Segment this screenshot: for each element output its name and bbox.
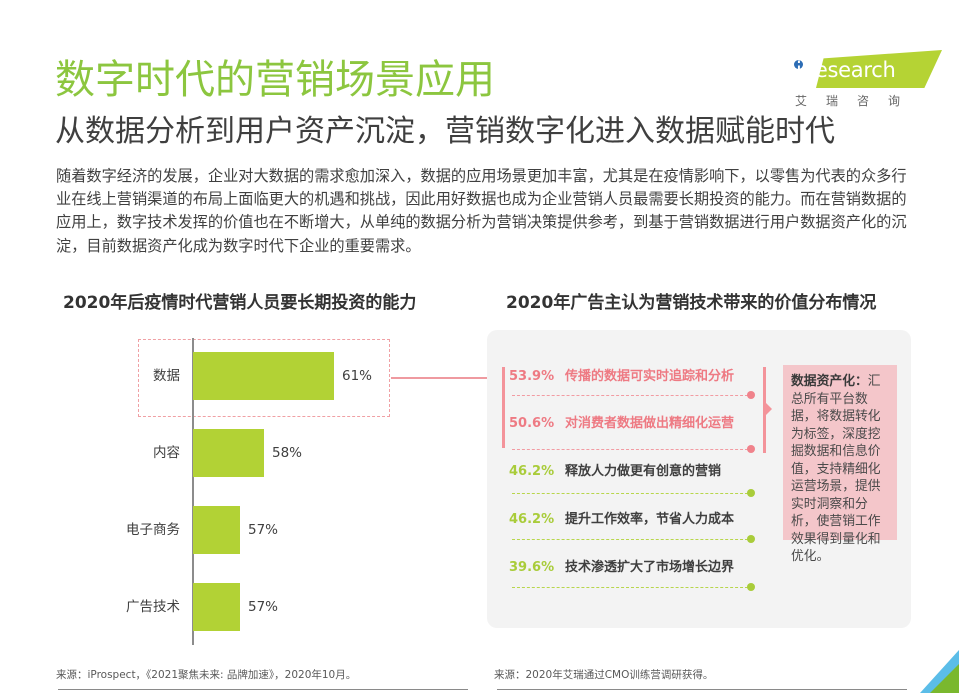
value-pct: 46.2% [509, 512, 555, 527]
dashed-separator [512, 539, 748, 540]
bar-row-adtech: 广告技术 57% [0, 582, 480, 632]
dot-icon [747, 445, 755, 453]
footer-rule [58, 689, 468, 690]
dot-icon [747, 391, 755, 399]
bar-chart-axis [192, 338, 194, 645]
footer-rule [497, 689, 907, 690]
bar-label: 广告技术 [126, 599, 180, 615]
value-pct: 46.2% [509, 464, 555, 479]
dot-icon [747, 489, 755, 497]
bar-value: 58% [272, 445, 303, 461]
value-pct: 50.6% [509, 416, 555, 431]
iresearch-logo: iResearch 艾瑞咨询 [790, 48, 942, 108]
value-item: 46.2% 释放人力做更有创意的营销 [509, 462, 769, 486]
callout-heading: 数据资产化： [791, 374, 868, 389]
page-title: 数字时代的营销场景应用 [55, 57, 495, 103]
dashed-separator [512, 493, 748, 494]
logo-subtitle: 艾瑞咨询 [795, 94, 920, 108]
value-item: 53.9% 传播的数据可实时追踪和分析 [509, 367, 769, 391]
value-pct: 53.9% [509, 369, 555, 384]
logo-dot-icon [794, 60, 803, 69]
value-item: 39.6% 技术渗透扩大了市场增长边界 [509, 558, 769, 582]
value-text: 传播的数据可实时追踪和分析 [565, 369, 735, 384]
value-text: 释放人力做更有创意的营销 [565, 464, 722, 479]
value-item: 50.6% 对消费者数据做出精细化运营 [509, 414, 769, 438]
highlight-dashed-box [138, 339, 390, 417]
callout-bracket [763, 367, 766, 453]
dot-icon [747, 535, 755, 543]
bar [193, 352, 334, 400]
connector-arrow-line [391, 377, 491, 379]
page-subtitle: 从数据分析到用户资产沉淀，营销数字化进入数据赋能时代 [55, 114, 835, 149]
bar-label: 内容 [153, 445, 180, 461]
value-text: 对消费者数据做出精细化运营 [565, 416, 735, 431]
value-text: 技术渗透扩大了市场增长边界 [565, 560, 735, 575]
dashed-separator [512, 587, 748, 588]
dashed-separator [512, 449, 748, 450]
bar [193, 583, 240, 631]
bar-row-data: 数据 61% [0, 351, 480, 401]
right-chart-title: 2020年广告主认为营销技术带来的价值分布情况 [506, 293, 877, 313]
bar-label: 电子商务 [126, 522, 180, 538]
value-item: 46.2% 提升工作效率，节省人力成本 [509, 510, 769, 534]
bar [193, 506, 240, 554]
intro-paragraph: 随着数字经济的发展，企业对大数据的需求愈加深入，数据的应用场景更加丰富，尤其是在… [56, 167, 907, 255]
dot-icon [747, 583, 755, 591]
bracket-pointer-icon [766, 403, 772, 415]
value-pct: 39.6% [509, 560, 555, 575]
logo-text: iResearch [796, 58, 896, 82]
highlight-pink-bar [502, 367, 505, 448]
bar-row-content: 内容 58% [0, 428, 480, 478]
value-text: 提升工作效率，节省人力成本 [565, 512, 735, 527]
corner-decoration-icon [920, 650, 959, 693]
bar-value: 57% [248, 522, 279, 538]
source-left: 来源：iProspect，《2021聚焦未来: 品牌加速》，2020年10月。 [56, 669, 357, 681]
callout-body: 汇总所有平台数据，将数据转化为标签，深度挖掘数据和信息价值，支持精细化运营场景，… [791, 374, 881, 564]
bar-row-ecommerce: 电子商务 57% [0, 505, 480, 555]
left-chart-title: 2020年后疫情时代营销人员要长期投资的能力 [63, 293, 417, 313]
source-right: 来源：2020年艾瑞通过CMO训练营调研获得。 [494, 669, 714, 681]
bar-value: 61% [342, 368, 373, 384]
bar-label: 数据 [153, 368, 180, 384]
dashed-separator [512, 395, 748, 396]
callout-box: 数据资产化：汇总所有平台数据，将数据转化为标签，深度挖掘数据和信息价值，支持精细… [783, 365, 897, 564]
bar [193, 429, 264, 477]
bar-value: 57% [248, 599, 279, 615]
